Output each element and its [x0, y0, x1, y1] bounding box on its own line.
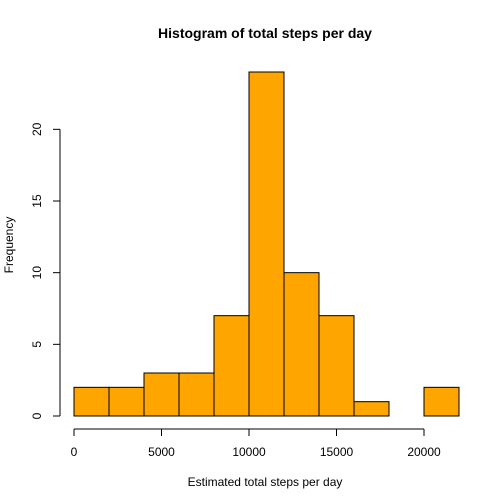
- chart-title: Histogram of total steps per day: [158, 25, 372, 41]
- histogram-bar: [143, 372, 180, 417]
- histogram-bar: [213, 315, 250, 417]
- histogram-bar: [353, 401, 390, 417]
- y-axis-label: Frequency: [2, 217, 16, 274]
- y-tick-label: 20: [30, 122, 44, 136]
- histogram-bar: [423, 386, 460, 417]
- y-tick-label: 0: [30, 412, 44, 419]
- x-tick-label: 0: [71, 445, 78, 459]
- histogram-bar: [248, 71, 285, 417]
- histogram-bar: [108, 386, 145, 417]
- y-tick-label: 5: [30, 341, 44, 348]
- x-tick-label: 15000: [320, 445, 354, 459]
- histogram-bar: [178, 372, 215, 417]
- y-tick-label: 15: [30, 194, 44, 208]
- y-axis: 0 5 10 15 20: [30, 122, 61, 419]
- x-tick-label: 5000: [148, 445, 175, 459]
- histogram-bar: [318, 315, 355, 417]
- x-axis: 0 5000 10000 15000 20000: [71, 428, 441, 459]
- x-axis-label: Estimated total steps per day: [188, 475, 343, 489]
- x-tick-label: 20000: [407, 445, 441, 459]
- x-tick-label: 10000: [232, 445, 266, 459]
- histogram-bar: [283, 272, 320, 417]
- histogram-bar: [73, 386, 110, 417]
- bars-group: [73, 71, 460, 417]
- y-tick-label: 10: [30, 266, 44, 280]
